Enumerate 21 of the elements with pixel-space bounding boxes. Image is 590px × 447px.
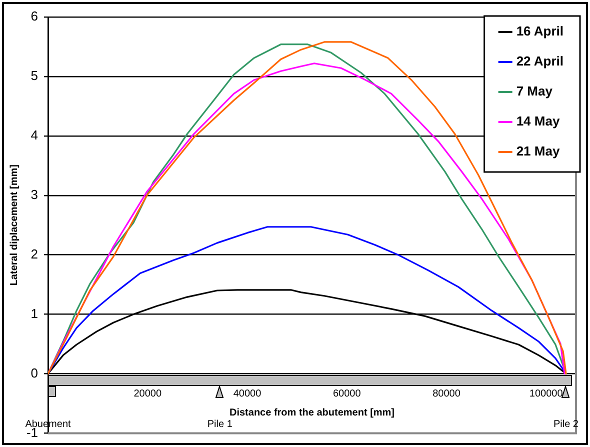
y-tick-label: 5 — [30, 68, 38, 84]
x-tick-label: 20000 — [134, 388, 162, 400]
legend-label: 7 May — [516, 84, 554, 99]
annotation: Pile 1 — [207, 418, 233, 430]
legend-label: 16 April — [516, 24, 564, 39]
annotation: Pile 2 — [553, 418, 579, 430]
y-tick-label: 6 — [30, 8, 38, 24]
y-tick-label: 0 — [30, 365, 38, 380]
x-tick-label: 80000 — [432, 388, 461, 400]
y-tick-label: 3 — [30, 186, 38, 202]
x-tick-label: 40000 — [233, 388, 262, 400]
y-tick-label: 4 — [30, 127, 38, 142]
x-tick-label: 60000 — [332, 388, 362, 400]
legend-label: 21 May — [516, 144, 560, 159]
legend-label: 22 April — [516, 54, 564, 69]
x-axis-title: Distance from the abutement [mm] — [229, 407, 395, 418]
x-tick-label: 100000 — [529, 388, 564, 400]
y-axis-title: Lateral diplacement [mm] — [8, 164, 20, 286]
legend-label: 14 May — [516, 114, 560, 129]
y-tick-label: 1 — [30, 306, 38, 321]
y-tick-label: 2 — [30, 246, 38, 262]
